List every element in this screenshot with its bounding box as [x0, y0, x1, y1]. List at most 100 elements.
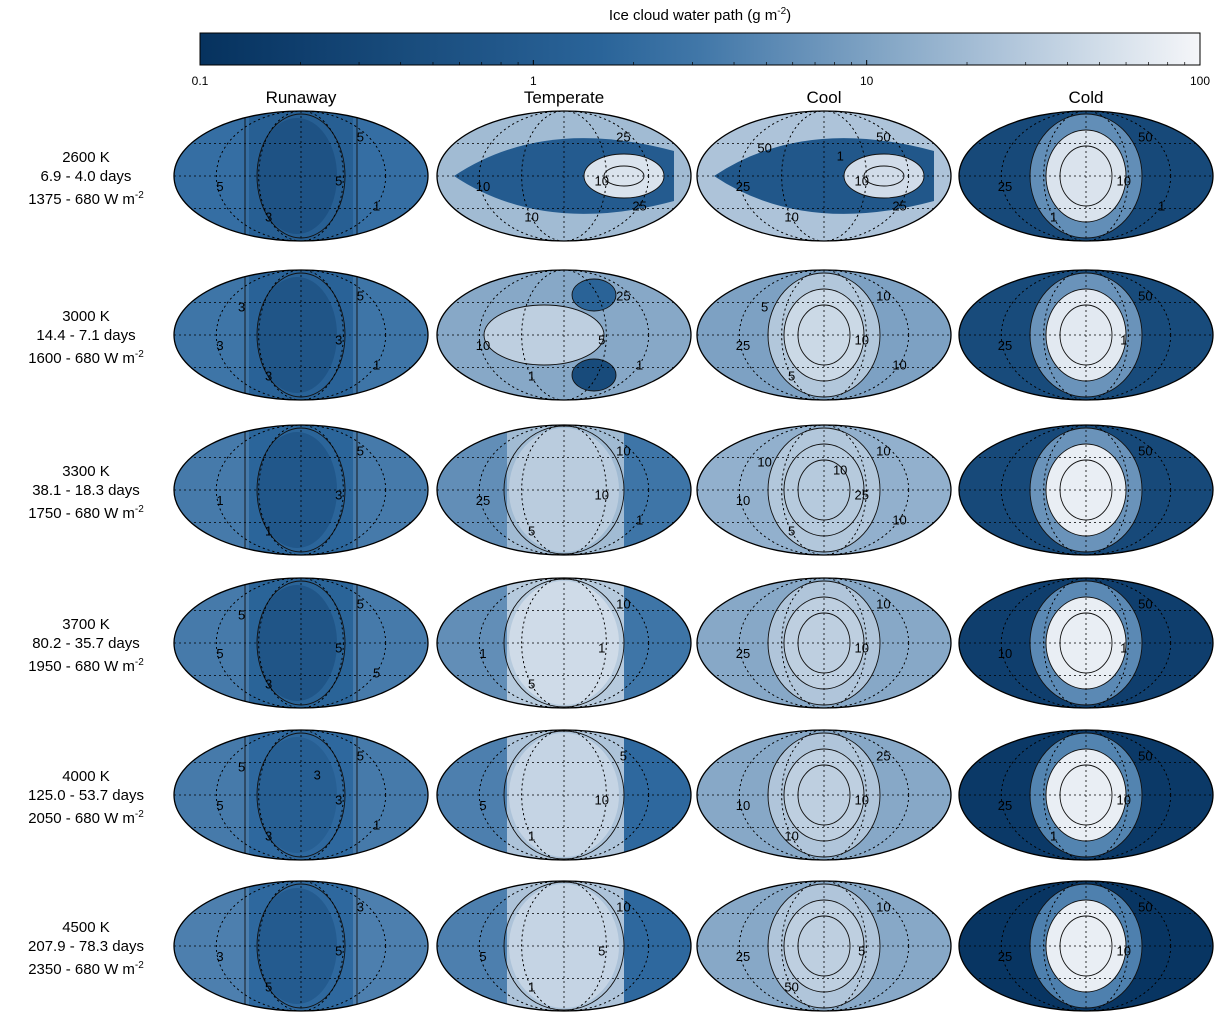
field-core [257, 432, 337, 548]
map-panel: 25 10 10 10 25 [436, 110, 692, 242]
field-core [257, 737, 337, 853]
longitude-gridline [258, 578, 344, 708]
field-lobe [572, 359, 616, 391]
map-outline [173, 729, 429, 861]
map-outline [696, 424, 952, 556]
contour-label: 10 [833, 463, 847, 478]
contour-label: 50 [1138, 129, 1152, 144]
row-label-flux: 1950 - 680 W m-2 [28, 657, 144, 675]
contour-label: 25 [855, 488, 869, 503]
contour-label: 25 [892, 198, 906, 213]
contour-label: 5 [357, 443, 364, 458]
map-outline [173, 424, 429, 556]
row-label-period: 207.9 - 78.3 days [28, 938, 144, 955]
row-label-temperature: 4500 K [62, 919, 110, 936]
contour-label: 5 [357, 129, 364, 144]
contour-label: 10 [876, 596, 890, 611]
contour-label: 5 [479, 949, 486, 964]
column-title: Temperate [523, 88, 605, 107]
longitude-gridline [215, 425, 387, 555]
contour-label: 25 [998, 338, 1012, 353]
contour-label: 10 [998, 646, 1012, 661]
longitude-gridline [738, 578, 910, 708]
colorbar-tick-label: 1 [529, 74, 537, 88]
contour-label: 25 [632, 198, 646, 213]
longitude-gridline [1043, 578, 1129, 708]
map-outline [958, 729, 1214, 861]
field-core [257, 118, 337, 234]
column-title: Cold [1068, 88, 1104, 107]
row-label: 3300 K 38.1 - 18.3 days 1750 - 680 W m-2 [0, 462, 172, 523]
contour-label: 3 [216, 338, 223, 353]
contour-label: 5 [788, 368, 795, 383]
longitude-gridline [1043, 881, 1129, 1011]
contour-label: 5 [216, 179, 223, 194]
row-label-temperature: 2600 K [62, 149, 110, 166]
longitude-gridline [215, 730, 387, 860]
longitude-gridline [781, 425, 867, 555]
contour-label: 10 [595, 174, 609, 189]
contour-label: 5 [620, 748, 627, 763]
contour-label: 1 [373, 198, 380, 213]
map-panel: 50 25 10 1 [958, 729, 1214, 861]
row-label-period: 6.9 - 4.0 days [40, 168, 132, 185]
longitude-gridline [258, 270, 344, 400]
longitude-gridline [215, 578, 387, 708]
row-label-period: 80.2 - 35.7 days [32, 635, 140, 652]
longitude-gridline [781, 270, 867, 400]
longitude-gridline [258, 425, 344, 555]
contour-label: 10 [595, 793, 609, 808]
contour-label: 5 [373, 665, 380, 680]
longitude-gridline [215, 111, 387, 241]
contour-label: 5 [238, 607, 245, 622]
map-outline [958, 110, 1214, 242]
longitude-gridline [521, 578, 607, 708]
contour-label: 5 [216, 798, 223, 813]
contour-label: 5 [357, 596, 364, 611]
contour-label: 10 [855, 333, 869, 348]
contour-label: 1 [216, 493, 223, 508]
longitude-gridline [478, 730, 650, 860]
longitude-gridline [1043, 425, 1129, 555]
contour-label: 5 [357, 748, 364, 763]
contour-label: 10 [595, 488, 609, 503]
map-outline [436, 729, 692, 861]
longitude-gridline [1000, 111, 1172, 241]
contour-label: 25 [476, 493, 490, 508]
row-label: 3700 K 80.2 - 35.7 days 1950 - 680 W m-2 [0, 615, 172, 676]
map-panel: 50 25 1 [958, 269, 1214, 401]
map-outline [958, 424, 1214, 556]
map-outline [696, 880, 952, 1012]
contour-label: 3 [216, 949, 223, 964]
contour-label: 3 [335, 793, 342, 808]
contour-line [571, 278, 617, 312]
map-panel: 10 25 10 [696, 577, 952, 709]
contour-label: 1 [373, 357, 380, 372]
row-label-flux: 1750 - 680 W m-2 [28, 504, 144, 522]
longitude-gridline [478, 578, 650, 708]
row-label-temperature: 3700 K [62, 616, 110, 633]
longitude-gridline [738, 270, 910, 400]
contour-label: 25 [998, 179, 1012, 194]
map-panel: 50 10 1 [958, 577, 1214, 709]
map-panel: 5 5 5 3 1 [173, 110, 429, 242]
longitude-gridline [478, 270, 650, 400]
contour-label: 3 [238, 299, 245, 314]
contour-label: 25 [998, 798, 1012, 813]
contour-label: 5 [598, 333, 605, 348]
contour-label: 10 [784, 828, 798, 843]
longitude-gridline [521, 270, 607, 400]
map-outline [958, 880, 1214, 1012]
contour-label: 50 [876, 129, 890, 144]
contour-label: 1 [598, 641, 605, 656]
contour-label: 10 [855, 641, 869, 656]
contour-label: 10 [736, 798, 750, 813]
map-panel: 25 10 10 10 [696, 729, 952, 861]
contour-label: 50 [1138, 443, 1152, 458]
contour-label: 5 [335, 944, 342, 959]
contour-label: 50 [1138, 288, 1152, 303]
contour-label: 1 [528, 828, 535, 843]
field-core [257, 585, 337, 701]
